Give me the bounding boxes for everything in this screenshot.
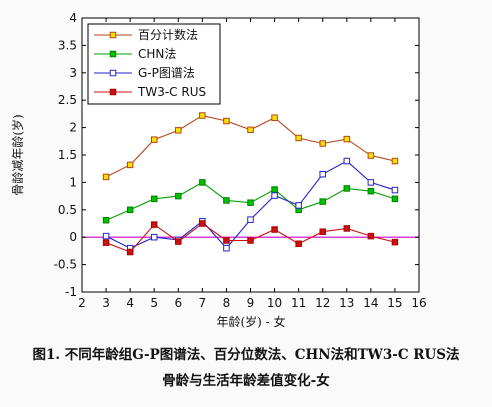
data-point (343, 185, 351, 192)
y-tick-label: 1 (69, 175, 77, 189)
legend-marker (109, 88, 117, 96)
data-point (223, 117, 230, 125)
data-point (295, 240, 302, 248)
data-point (102, 232, 110, 240)
data-point (102, 239, 110, 246)
x-tick-label: 4 (126, 296, 134, 310)
data-point (247, 237, 254, 244)
data-point (319, 228, 326, 235)
x-tick-label: 2 (78, 296, 86, 310)
series-4 (102, 220, 399, 256)
data-point (295, 134, 302, 142)
legend-marker (109, 69, 117, 77)
data-point (343, 157, 351, 165)
x-tick-label: 15 (387, 296, 402, 310)
data-point (150, 221, 158, 228)
y-tick-label: -1 (65, 285, 77, 299)
data-point (175, 238, 182, 245)
data-point (391, 157, 399, 165)
data-point (367, 187, 375, 195)
data-point (391, 186, 399, 194)
data-point (247, 216, 254, 223)
data-point (223, 244, 230, 252)
y-tick-label: 3 (69, 66, 77, 80)
data-point (175, 127, 182, 134)
y-tick-label: 4 (69, 11, 77, 25)
data-point (126, 248, 134, 256)
data-point (247, 126, 254, 134)
y-tick-label: 1.5 (58, 148, 77, 162)
x-tick-label: 10 (267, 296, 282, 310)
data-point (271, 226, 278, 233)
data-point (175, 192, 182, 200)
x-axis-label: 年龄(岁) - 女 (216, 314, 285, 329)
data-point (150, 136, 158, 143)
data-point (367, 232, 375, 240)
x-tick-label: 14 (363, 296, 378, 310)
data-point (367, 179, 375, 186)
legend: 百分计数法 CHN法 G-P图谱法 TW3-C RUS (87, 23, 221, 105)
legend-marker (109, 50, 117, 58)
data-point (102, 216, 110, 224)
data-point (102, 173, 110, 181)
data-point (150, 233, 158, 241)
y-tick-label: 2.5 (58, 93, 77, 107)
data-point (295, 202, 302, 209)
legend-label: TW3-C RUS (137, 85, 206, 99)
x-tick-label: 8 (223, 296, 231, 310)
data-point (199, 112, 206, 119)
data-point (271, 186, 278, 193)
data-point (343, 135, 351, 143)
y-tick-label: 0.5 (58, 203, 77, 217)
data-point (319, 140, 326, 147)
legend-label: G-P图谱法 (138, 66, 195, 80)
x-tick-label: 13 (339, 296, 354, 310)
series-2 (102, 179, 399, 224)
data-point (223, 237, 230, 244)
data-point (391, 195, 399, 203)
x-tick-label: 5 (150, 296, 158, 310)
data-point (126, 206, 134, 214)
y-tick-label: 3.5 (58, 38, 77, 52)
y-tick-label: 0 (69, 230, 77, 244)
x-tick-label: 6 (174, 296, 182, 310)
data-point (247, 199, 254, 206)
figure-caption-line-2: 骨龄与生活年龄差值变化-女 (162, 373, 330, 389)
x-tick-label: 11 (291, 296, 306, 310)
data-point (199, 179, 206, 186)
chart: 2 3 4 5 6 7 8 9 10 11 12 13 14 15 16 -1 -0.5 0 0.5 1 1.5 2 2.5… (10, 11, 427, 329)
data-point (223, 197, 230, 204)
data-point (367, 152, 375, 159)
x-tick-label: 7 (199, 296, 207, 310)
data-point (271, 192, 278, 199)
data-point (271, 114, 278, 121)
data-point (319, 170, 326, 178)
legend-marker (109, 31, 117, 39)
y-tick-label: 2 (69, 121, 77, 135)
x-tick-label: 3 (102, 296, 110, 310)
x-tick-label: 12 (315, 296, 330, 310)
x-tick-label: 9 (247, 296, 255, 310)
data-point (391, 238, 399, 246)
data-point (150, 195, 158, 203)
y-tick-label: -0.5 (54, 258, 77, 272)
data-point (199, 220, 206, 227)
data-point (319, 198, 326, 205)
data-point (343, 225, 351, 232)
data-point (126, 161, 134, 169)
legend-label: CHN法 (138, 47, 176, 61)
figure-caption-line-1: 图1. 不同年龄组G-P图谱法、百分位数法、CHN法和TW3-C RUS法 (32, 347, 460, 363)
x-tick-label: 16 (411, 296, 426, 310)
legend-label: 百分计数法 (138, 27, 198, 42)
y-axis-label: 骨龄减年龄(岁) (10, 114, 25, 195)
series-1 (102, 112, 399, 181)
